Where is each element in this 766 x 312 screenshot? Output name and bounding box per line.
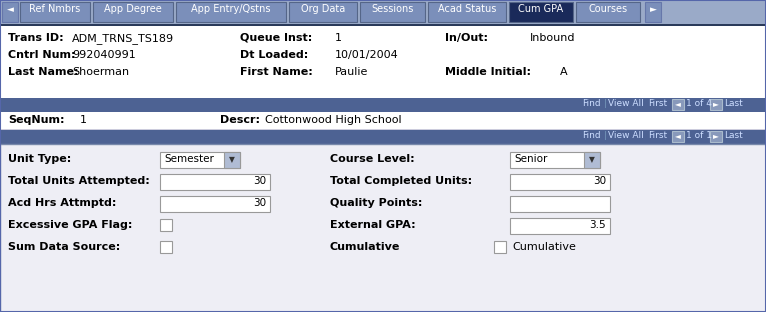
Bar	[0, 0, 766, 26]
Text: 10/01/2004: 10/01/2004	[335, 50, 399, 60]
Text: 30: 30	[593, 176, 606, 186]
Text: Cntrl Num:: Cntrl Num:	[8, 50, 76, 60]
Text: Inbound: Inbound	[530, 33, 575, 43]
Text: 1: 1	[80, 115, 87, 125]
Bar	[645, 2, 661, 22]
Text: Middle Initial:: Middle Initial:	[445, 67, 531, 77]
Text: Org Data: Org Data	[301, 4, 345, 14]
Text: ◄: ◄	[675, 131, 681, 140]
Bar	[176, 2, 286, 22]
Bar	[0, 26, 766, 98]
Text: Paulie: Paulie	[335, 67, 368, 77]
Bar	[2, 2, 18, 22]
Text: 3.5: 3.5	[589, 220, 606, 230]
Text: ►: ►	[713, 100, 719, 109]
Bar	[0, 98, 766, 112]
Text: App Degree: App Degree	[104, 4, 162, 14]
Bar	[160, 152, 240, 168]
Bar	[0, 144, 766, 312]
Bar	[0, 24, 766, 26]
Text: ►: ►	[713, 131, 719, 140]
Text: ◄: ◄	[7, 5, 14, 14]
Text: Acd Hrs Attmptd:: Acd Hrs Attmptd:	[8, 198, 116, 208]
Text: |: |	[604, 131, 607, 140]
Text: Dt Loaded:: Dt Loaded:	[240, 50, 308, 60]
Text: Sessions: Sessions	[372, 4, 414, 14]
Bar	[428, 2, 506, 22]
Bar	[160, 219, 172, 231]
Bar	[160, 174, 270, 190]
Bar	[160, 241, 172, 253]
Text: 1 of 4: 1 of 4	[686, 100, 712, 109]
Text: First Name:: First Name:	[240, 67, 313, 77]
Text: Courses: Courses	[588, 4, 627, 14]
Text: In/Out:: In/Out:	[445, 33, 488, 43]
Text: Acad Status: Acad Status	[438, 4, 496, 14]
Text: ▼: ▼	[229, 155, 235, 164]
Text: Descr:: Descr:	[220, 115, 260, 125]
Text: Sum Data Source:: Sum Data Source:	[8, 242, 120, 252]
Bar	[584, 152, 600, 168]
Bar	[0, 130, 766, 144]
Text: Senior: Senior	[514, 154, 548, 164]
Text: Find: Find	[582, 100, 601, 109]
Text: 1: 1	[335, 33, 342, 43]
Text: View All: View All	[608, 131, 643, 140]
Bar	[93, 2, 173, 22]
Bar	[510, 196, 610, 212]
Text: ►: ►	[650, 5, 656, 14]
Text: Unit Type:: Unit Type:	[8, 154, 71, 164]
Bar	[510, 152, 600, 168]
Text: 30: 30	[253, 198, 266, 208]
Text: Total Completed Units:: Total Completed Units:	[330, 176, 472, 186]
Text: A: A	[560, 67, 568, 77]
Text: Cumulative: Cumulative	[330, 242, 401, 252]
Text: Course Level:: Course Level:	[330, 154, 414, 164]
Bar	[672, 131, 684, 142]
Text: |: |	[604, 100, 607, 109]
Bar	[0, 129, 766, 130]
Text: Find: Find	[582, 131, 601, 140]
Text: Excessive GPA Flag:: Excessive GPA Flag:	[8, 220, 133, 230]
Text: 992040991: 992040991	[72, 50, 136, 60]
Bar	[160, 196, 270, 212]
Bar	[224, 152, 240, 168]
Text: Last: Last	[724, 100, 743, 109]
Text: Ref Nmbrs: Ref Nmbrs	[29, 4, 80, 14]
Text: Total Units Attempted:: Total Units Attempted:	[8, 176, 149, 186]
Text: Semester: Semester	[164, 154, 214, 164]
Text: SeqNum:: SeqNum:	[8, 115, 64, 125]
Text: View All: View All	[608, 100, 643, 109]
Bar	[360, 2, 425, 22]
Bar	[510, 218, 610, 234]
Text: Last Name:: Last Name:	[8, 67, 78, 77]
Text: Last: Last	[724, 131, 743, 140]
Text: Cum GPA: Cum GPA	[519, 4, 564, 14]
Text: App Entry/Qstns: App Entry/Qstns	[192, 4, 270, 14]
Bar	[510, 174, 610, 190]
Bar	[20, 2, 90, 22]
Text: 1 of 1: 1 of 1	[686, 131, 712, 140]
Bar	[710, 99, 722, 110]
Text: ▼: ▼	[589, 155, 595, 164]
Text: 30: 30	[253, 176, 266, 186]
Text: Quality Points:: Quality Points:	[330, 198, 422, 208]
Bar	[509, 2, 573, 22]
Text: Queue Inst:: Queue Inst:	[240, 33, 313, 43]
Bar	[0, 112, 766, 130]
Bar	[289, 2, 357, 22]
Bar	[672, 99, 684, 110]
Text: Cottonwood High School: Cottonwood High School	[265, 115, 401, 125]
Text: ◄: ◄	[675, 100, 681, 109]
Text: ADM_TRNS_TS189: ADM_TRNS_TS189	[72, 33, 174, 44]
Text: External GPA:: External GPA:	[330, 220, 416, 230]
Bar	[710, 131, 722, 142]
Bar	[576, 2, 640, 22]
Text: Cumulative: Cumulative	[512, 242, 576, 252]
Text: First: First	[648, 100, 667, 109]
Text: Trans ID:: Trans ID:	[8, 33, 64, 43]
Text: First: First	[648, 131, 667, 140]
Text: Shoerman: Shoerman	[72, 67, 129, 77]
Bar	[494, 241, 506, 253]
